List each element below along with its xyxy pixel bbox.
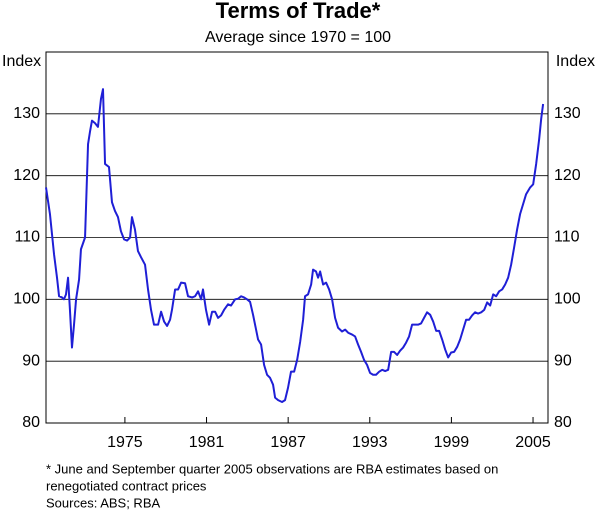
y-axis-label: Index [2,53,41,70]
y2-tick-label: 110 [554,229,580,246]
plot-frame [45,51,549,424]
y2-axis-label: Index [556,53,595,70]
y2-tick-label: 130 [554,105,581,122]
y-tick-label: 120 [13,167,40,184]
y2-tick-label: 80 [554,414,572,431]
x-tick-label: 1987 [270,434,306,451]
x-tick-label: 2005 [515,434,551,451]
x-tick-label: 1981 [189,434,225,451]
footnote: * June and September quarter 2005 observ… [46,461,498,476]
y2-tick-label: 90 [554,352,572,369]
data-line [45,88,545,403]
y2-tick-label: 120 [554,167,581,184]
chart-title: Terms of Trade* [216,0,381,23]
x-tick-label: 1975 [107,434,143,451]
y-tick-label: 110 [14,229,40,246]
y-tick-label: 100 [13,291,40,308]
y2-tick-label: 100 [554,291,581,308]
x-tick-label: 1999 [434,434,470,451]
y-tick-label: 80 [22,414,40,431]
y-tick-label: 90 [22,352,40,369]
chart-subtitle: Average since 1970 = 100 [205,29,391,46]
source: Sources: ABS; RBA [46,495,160,510]
x-tick-label: 1993 [352,434,388,451]
footnote: renegotiated contract prices [46,478,207,493]
y-tick-label: 130 [13,105,40,122]
